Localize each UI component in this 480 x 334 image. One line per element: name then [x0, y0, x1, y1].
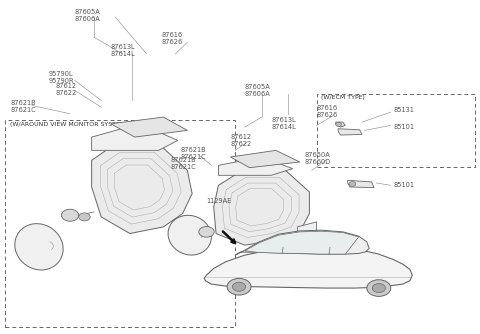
Text: 87616
87626: 87616 87626 — [161, 32, 182, 45]
Polygon shape — [235, 230, 369, 255]
Polygon shape — [204, 247, 412, 288]
Text: 87612
87622: 87612 87622 — [56, 83, 77, 96]
Polygon shape — [338, 129, 362, 135]
Polygon shape — [214, 170, 310, 245]
Circle shape — [232, 282, 246, 291]
Text: 87621B
87621C: 87621B 87621C — [170, 157, 196, 170]
Polygon shape — [336, 122, 345, 127]
Text: 87621B
87621C: 87621B 87621C — [10, 101, 36, 114]
Text: 87605A
87606A: 87605A 87606A — [245, 84, 271, 97]
Text: 87621B
87621C: 87621B 87621C — [180, 147, 206, 160]
Text: 87650A
87660D: 87650A 87660D — [305, 152, 331, 165]
Text: (W/AROUND VIEW MONITOR SYSTEM): (W/AROUND VIEW MONITOR SYSTEM) — [10, 122, 128, 127]
Circle shape — [372, 284, 385, 293]
Polygon shape — [230, 150, 300, 168]
Circle shape — [79, 213, 90, 221]
Polygon shape — [92, 144, 192, 233]
Text: 87612
87622: 87612 87622 — [230, 134, 252, 147]
Text: 85101: 85101 — [393, 182, 414, 188]
Text: (W/ECM TYPE): (W/ECM TYPE) — [322, 96, 365, 101]
Bar — [5, 121, 235, 327]
Circle shape — [349, 182, 356, 186]
Polygon shape — [348, 180, 374, 188]
Text: 85131: 85131 — [393, 107, 414, 113]
Text: 85101: 85101 — [393, 124, 414, 130]
Polygon shape — [245, 231, 359, 254]
Ellipse shape — [168, 215, 212, 255]
Ellipse shape — [15, 224, 63, 270]
Text: 95790L
95790R: 95790L 95790R — [48, 70, 74, 84]
Polygon shape — [92, 124, 178, 150]
Text: 1129AE: 1129AE — [206, 198, 232, 204]
Circle shape — [367, 280, 391, 296]
Text: 87605A
87606A: 87605A 87606A — [75, 9, 101, 22]
Polygon shape — [298, 222, 317, 245]
Circle shape — [336, 123, 341, 127]
Text: 87613L
87614L: 87613L 87614L — [271, 117, 296, 130]
Bar — [317, 94, 475, 167]
Polygon shape — [111, 117, 187, 137]
Polygon shape — [218, 157, 293, 175]
Text: 87616
87626: 87616 87626 — [317, 106, 338, 119]
Circle shape — [61, 209, 79, 221]
Circle shape — [227, 279, 251, 295]
Text: 87613L
87614L: 87613L 87614L — [111, 44, 135, 57]
Circle shape — [199, 226, 214, 237]
